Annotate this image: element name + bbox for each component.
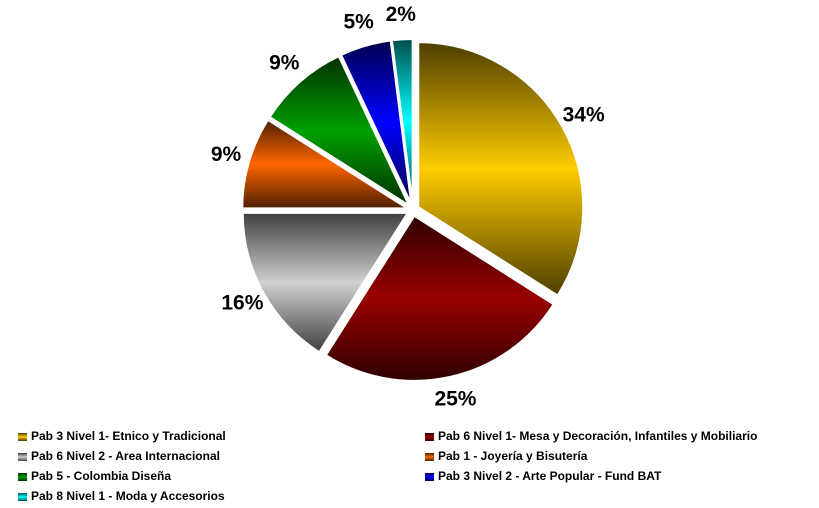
legend-label: Pab 3 Nivel 1- Etnico y Tradicional [31, 429, 226, 443]
data-label: 9% [269, 52, 300, 75]
pie-slice [241, 211, 410, 354]
legend-swatch [18, 493, 27, 501]
legend-swatch [18, 433, 27, 441]
pie-slice [390, 38, 414, 205]
pie-slice [417, 41, 585, 297]
legend-swatch [425, 433, 434, 441]
legend-label: Pab 8 Nivel 1 - Moda y Accesorios [31, 489, 225, 503]
legend-label: Pab 6 Nivel 2 - Area Internacional [31, 449, 220, 463]
legend-label: Pab 5 - Colombia Diseña [31, 469, 171, 483]
data-label: 34% [563, 104, 605, 127]
data-label: 9% [211, 143, 242, 166]
pie-slice [339, 39, 413, 205]
data-label: 25% [434, 388, 476, 411]
pie-slice [324, 214, 556, 382]
legend-swatch [18, 473, 27, 481]
pie-slice [241, 118, 411, 210]
legend-swatch [18, 453, 27, 461]
legend-swatch [425, 453, 434, 461]
pie-slice [268, 54, 412, 209]
data-label: 16% [221, 291, 263, 314]
legend-swatch [425, 473, 434, 481]
legend-label: Pab 1 - Joyería y Bisutería [438, 449, 588, 463]
data-label: 2% [386, 3, 417, 26]
legend-label: Pab 6 Nivel 1- Mesa y Decoración, Infant… [438, 429, 757, 443]
legend-label: Pab 3 Nivel 2 - Arte Popular - Fund BAT [438, 469, 662, 483]
data-label: 5% [344, 11, 375, 34]
